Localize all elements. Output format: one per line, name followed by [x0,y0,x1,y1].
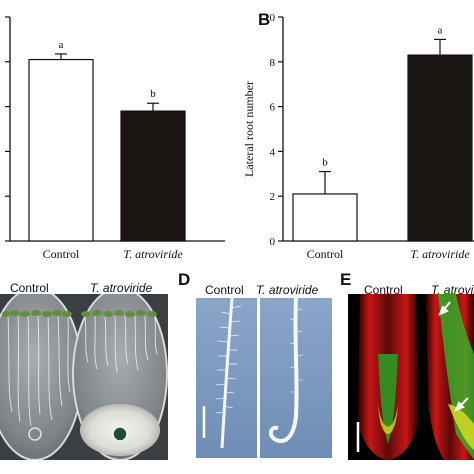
photo-c-petri-dishes [0,294,168,460]
category-label: T. atroviride [123,247,183,261]
photo-e-label-control: Control [364,283,403,297]
chart-b: 0 2 4 6 8 10 b Control a T. atroviride Lateral roo… [242,12,474,261]
bar [292,193,358,242]
category-label: Control [307,247,344,261]
y-tick-label: 2 [270,191,276,203]
significance-letter: b [322,157,328,169]
y-tick-label: 10 [264,12,276,24]
panel-letter-d: D [178,270,191,289]
category-label: Control [43,247,80,261]
category-label: T. atroviride [410,247,470,261]
y-tick-label: 0 [270,236,276,248]
y-tick-label: 4 [270,146,276,158]
significance-letter: a [59,39,64,51]
bar [120,110,186,242]
photo-e-label-treatment: T. atrovir [431,283,474,297]
photo-e-fluorescence [348,294,474,460]
photo-c-label-control: Control [10,281,49,295]
y-axis-label: Lateral root number [242,81,256,177]
panel-letter-b: B [258,10,271,29]
bar [407,54,473,242]
chart-a: a Control b T. atroviride [5,16,225,261]
photo-d-label-control: Control [205,283,244,297]
arrow-icon [438,301,451,316]
photo-d-roots [196,298,332,458]
photo-d-label-treatment: T. atroviride [256,283,319,297]
y-tick-label: 8 [270,57,276,69]
significance-letter: a [438,24,443,36]
bar [28,58,94,242]
arrow-icon [454,397,469,412]
significance-letter: b [150,88,156,100]
y-tick-label: 6 [270,102,276,114]
photo-c-label-treatment: T. atroviride [90,281,153,295]
panel-letter-e: E [340,270,352,289]
